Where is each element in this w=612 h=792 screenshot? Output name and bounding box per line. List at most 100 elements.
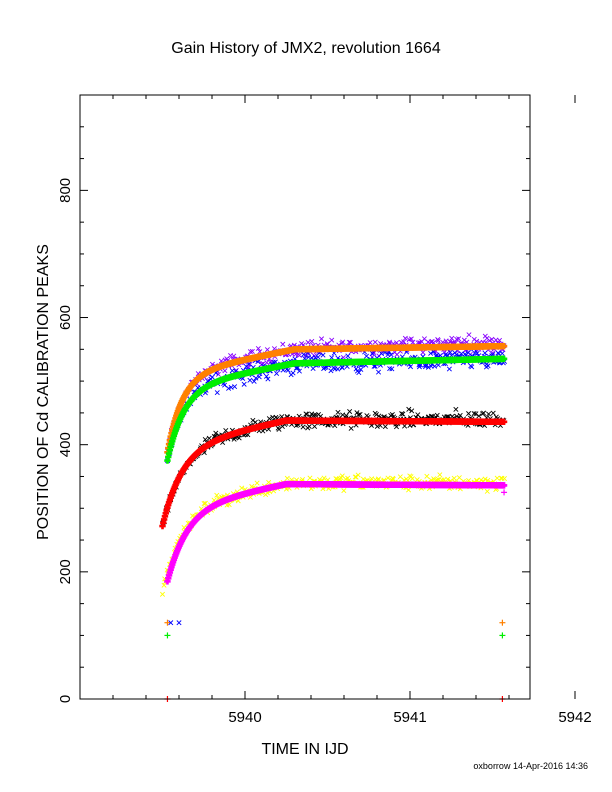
raw-point-2 [236,435,242,441]
raw-point-3 [445,476,451,482]
raw-point-3 [456,475,462,481]
raw-point-2 [312,423,318,429]
raw-point-3 [355,472,361,478]
isolated-point [499,619,506,626]
raw-point-0 [372,339,378,345]
raw-point-1 [432,363,438,369]
raw-point-2 [332,423,338,429]
raw-point-0 [408,336,414,342]
plot-frame [79,94,531,700]
raw-point-0 [329,337,335,343]
y-tick-label: 800 [57,178,74,203]
raw-point-2 [481,410,487,416]
raw-point-2 [400,411,406,417]
raw-point-2 [300,424,306,430]
raw-point-1 [263,373,269,379]
raw-point-1 [375,369,382,375]
raw-point-3 [424,473,430,479]
raw-point-1 [296,368,302,374]
raw-point-2 [357,411,363,417]
raw-point-3 [321,475,327,481]
raw-point-1 [388,352,394,358]
raw-point-3 [214,492,220,498]
raw-point-0 [440,339,446,345]
raw-point-2 [373,412,379,418]
raw-point-3 [437,472,443,478]
raw-point-0 [466,332,472,338]
raw-point-1 [435,362,441,368]
raw-point-3 [161,582,167,588]
raw-point-0 [367,340,373,346]
raw-point-1 [474,350,480,356]
raw-point-1 [320,352,326,358]
isolated-point [176,620,182,626]
raw-point-3 [390,476,396,482]
raw-point-0 [386,339,392,345]
raw-point-2 [213,430,219,436]
raw-point-1 [209,374,215,380]
axis-ticks: 0 200 400 600 800 5940 5941 5942 [57,95,592,726]
raw-point-3 [439,477,445,483]
raw-point-3 [317,477,323,483]
raw-point-0 [456,336,462,342]
y-tick-label: 0 [57,695,74,703]
raw-point-1 [315,354,321,360]
raw-point-2 [355,412,361,418]
raw-point-1 [408,364,414,370]
y-axis-title: POSITION OF Cd CALIBRATION PEAKS [35,244,52,540]
raw-point-1 [499,350,505,356]
raw-point-1 [274,371,280,377]
raw-point-3 [341,488,347,494]
raw-point-2 [490,410,496,416]
x-tick-label: 5942 [558,709,591,726]
x-tick-label: 5941 [393,709,426,726]
raw-point-0 [474,338,480,344]
raw-point-3 [352,474,358,480]
raw-point-1 [469,364,475,370]
raw-point-1 [272,359,279,365]
raw-point-1 [247,377,253,383]
raw-point-0 [420,349,426,355]
raw-point-3 [409,476,415,482]
raw-point-0 [401,339,407,345]
raw-point-1 [301,352,307,358]
raw-point-2 [409,408,415,414]
isolated-point [164,619,171,626]
raw-point-0 [249,348,255,354]
raw-point-0 [305,339,311,345]
raw-point-3 [428,477,434,483]
raw-point-2 [389,411,395,417]
raw-point-3 [226,502,232,508]
raw-point-2 [453,406,459,412]
y-tick-label: 600 [57,305,74,330]
raw-point-2 [311,412,317,418]
raw-point-2 [476,413,482,419]
raw-point-1 [339,365,345,371]
raw-point-1 [222,382,228,388]
raw-point-0 [222,368,228,374]
raw-point-1 [290,370,296,376]
raw-point-2 [206,435,212,441]
raw-point-2 [382,424,388,430]
raw-point-1 [369,351,375,357]
raw-point-2 [348,425,354,431]
raw-point-2 [393,424,400,430]
isolated-point [164,632,171,639]
raw-point-3 [482,476,488,482]
raw-point-0 [247,349,253,355]
raw-point-3 [369,476,375,482]
raw-point-0 [264,347,270,353]
raw-point-2 [306,423,312,429]
raw-point-0 [443,338,449,344]
raw-point-1 [345,353,351,359]
raw-point-3 [406,487,412,493]
footer-credit: oxborrow 14-Apr-2016 14:36 [473,761,588,771]
raw-point-3 [254,480,260,486]
raw-point-1 [358,367,364,373]
raw-point-0 [296,352,302,358]
raw-point-0 [280,341,286,347]
raw-point-0 [489,336,495,342]
raw-point-2 [304,411,310,417]
raw-point-0 [497,337,503,343]
isolated-point [501,489,508,496]
